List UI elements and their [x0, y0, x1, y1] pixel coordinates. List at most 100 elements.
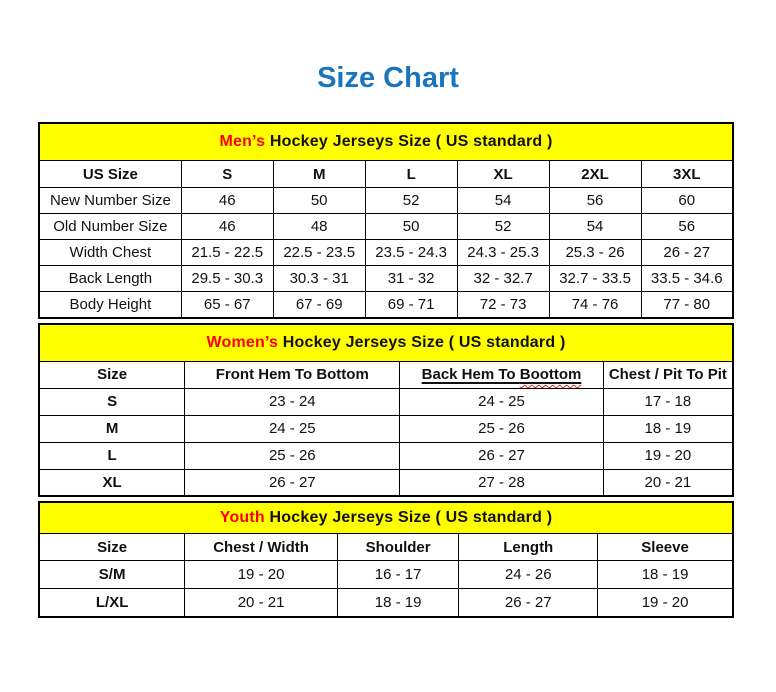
mens-column-header-3: L — [364, 160, 458, 188]
youth-size-table: Youth Hockey Jerseys Size ( US standard … — [38, 501, 734, 618]
size-value: 56 — [640, 213, 734, 240]
size-value: 21.5 - 22.5 — [180, 239, 274, 266]
youth-section-header: Youth Hockey Jerseys Size ( US standard … — [38, 501, 734, 534]
size-value: 46 — [180, 187, 274, 214]
mens-column-header-1: S — [180, 160, 274, 188]
mens-column-header-4: XL — [456, 160, 550, 188]
mens-column-header-5: 2XL — [548, 160, 642, 188]
size-value: 52 — [456, 213, 550, 240]
size-value: 20 - 21 — [184, 588, 338, 617]
row-label: L — [38, 441, 186, 470]
size-value: 26 - 27 — [640, 239, 734, 266]
mens-column-header-6: 3XL — [640, 160, 734, 188]
size-value: 23 - 24 — [184, 387, 401, 416]
size-value: 46 — [180, 213, 274, 240]
row-label: Width Chest — [38, 239, 182, 266]
row-label: Back Length — [38, 265, 182, 292]
row-label: Body Height — [38, 291, 182, 318]
table-row: XL 26 - 27 27 - 28 20 - 21 — [38, 468, 734, 497]
size-value: 50 — [364, 213, 458, 240]
size-value: 22.5 - 23.5 — [272, 239, 366, 266]
size-value: 77 - 80 — [640, 291, 734, 318]
table-row: New Number Size 46 50 52 54 56 60 — [38, 187, 734, 214]
youth-column-header-1: Chest / Width — [184, 533, 338, 561]
mens-section-header: Men’s Hockey Jerseys Size ( US standard … — [38, 122, 734, 161]
size-value: 23.5 - 24.3 — [364, 239, 458, 266]
size-value: 26 - 27 — [399, 441, 604, 470]
row-label: XL — [38, 468, 186, 497]
size-value: 20 - 21 — [602, 468, 734, 497]
size-value: 50 — [272, 187, 366, 214]
youth-column-header-row: Size Chest / Width Shoulder Length Sleeve — [38, 533, 734, 561]
size-value: 24 - 26 — [458, 560, 599, 589]
womens-heading-text: Hockey Jerseys Size ( US standard ) — [278, 333, 566, 351]
womens-column-header-row: Size Front Hem To Bottom Back Hem To Boott… — [38, 360, 734, 389]
youth-heading-text: Hockey Jerseys Size ( US standard ) — [264, 509, 553, 526]
size-value: 26 - 27 — [184, 468, 401, 497]
size-value: 32.7 - 33.5 — [548, 265, 642, 292]
youth-column-header-0: Size — [38, 533, 186, 561]
youth-section-band-row: Youth Hockey Jerseys Size ( US standard … — [38, 501, 734, 534]
size-value: 54 — [548, 213, 642, 240]
womens-column-header-1: Front Hem To Bottom — [184, 360, 401, 389]
mens-heading-highlight: Men’s — [219, 133, 266, 150]
page-title: Size Chart — [317, 62, 459, 94]
row-label: M — [38, 414, 186, 443]
womens-size-table: Women’s Hockey Jerseys Size ( US standar… — [38, 322, 734, 497]
size-value: 26 - 27 — [458, 588, 599, 617]
size-value: 18 - 19 — [602, 414, 734, 443]
size-value: 56 — [548, 187, 642, 214]
size-value: 52 — [364, 187, 458, 214]
misspelled-word: Boottom — [519, 366, 582, 383]
womens-column-header-0: Size — [38, 360, 186, 389]
size-tables-container: Men’s Hockey Jerseys Size ( US standard … — [38, 122, 734, 618]
mens-column-header-2: M — [272, 160, 366, 188]
table-row: S/M 19 - 20 16 - 17 24 - 26 18 - 19 — [38, 560, 734, 589]
size-value: 18 - 19 — [336, 588, 460, 617]
mens-column-header-0: US Size — [38, 160, 182, 188]
mens-section-band-row: Men’s Hockey Jerseys Size ( US standard … — [38, 122, 734, 161]
size-value: 19 - 20 — [602, 441, 734, 470]
size-value: 69 - 71 — [364, 291, 458, 318]
size-value: 67 - 69 — [272, 291, 366, 318]
size-value: 65 - 67 — [180, 291, 274, 318]
size-value: 19 - 20 — [597, 588, 734, 617]
youth-column-header-3: Length — [458, 533, 599, 561]
size-value: 32 - 32.7 — [456, 265, 550, 292]
row-label: Old Number Size — [38, 213, 182, 240]
size-value: 72 - 73 — [456, 291, 550, 318]
womens-section-band-row: Women’s Hockey Jerseys Size ( US standar… — [38, 323, 734, 362]
size-value: 33.5 - 34.6 — [640, 265, 734, 292]
row-label: L/XL — [38, 588, 186, 617]
youth-column-header-4: Sleeve — [597, 533, 734, 561]
size-value: 18 - 19 — [597, 560, 734, 589]
size-value: 27 - 28 — [399, 468, 604, 497]
size-value: 30.3 - 31 — [272, 265, 366, 292]
size-value: 29.5 - 30.3 — [180, 265, 274, 292]
size-value: 74 - 76 — [548, 291, 642, 318]
table-row: Back Length 29.5 - 30.3 30.3 - 31 31 - 32 32… — [38, 265, 734, 292]
womens-column-header-2: Back Hem To Boottom — [399, 360, 604, 389]
womens-column-header-3: Chest / Pit To Pit — [602, 360, 734, 389]
table-row: M 24 - 25 25 - 26 18 - 19 — [38, 414, 734, 443]
womens-section-header: Women’s Hockey Jerseys Size ( US standar… — [38, 323, 734, 362]
table-row: Width Chest 21.5 - 22.5 22.5 - 23.5 23.5 - … — [38, 239, 734, 266]
mens-size-table: Men’s Hockey Jerseys Size ( US standard … — [38, 122, 734, 319]
size-value: 24.3 - 25.3 — [456, 239, 550, 266]
size-value: 16 - 17 — [336, 560, 460, 589]
mens-heading-text: Hockey Jerseys Size ( US standard ) — [265, 133, 553, 150]
row-label: S/M — [38, 560, 186, 589]
table-row: Old Number Size 46 48 50 52 54 56 — [38, 213, 734, 240]
size-value: 54 — [456, 187, 550, 214]
size-value: 60 — [640, 187, 734, 214]
size-value: 24 - 25 — [184, 414, 401, 443]
table-row: Body Height 65 - 67 67 - 69 69 - 71 72 - 73 7… — [38, 291, 734, 318]
row-label: S — [38, 387, 186, 416]
womens-heading-highlight: Women’s — [206, 333, 279, 351]
size-value: 48 — [272, 213, 366, 240]
size-value: 31 - 32 — [364, 265, 458, 292]
size-value: 24 - 25 — [399, 387, 604, 416]
table-row: L 25 - 26 26 - 27 19 - 20 — [38, 441, 734, 470]
youth-heading-highlight: Youth — [219, 509, 265, 526]
